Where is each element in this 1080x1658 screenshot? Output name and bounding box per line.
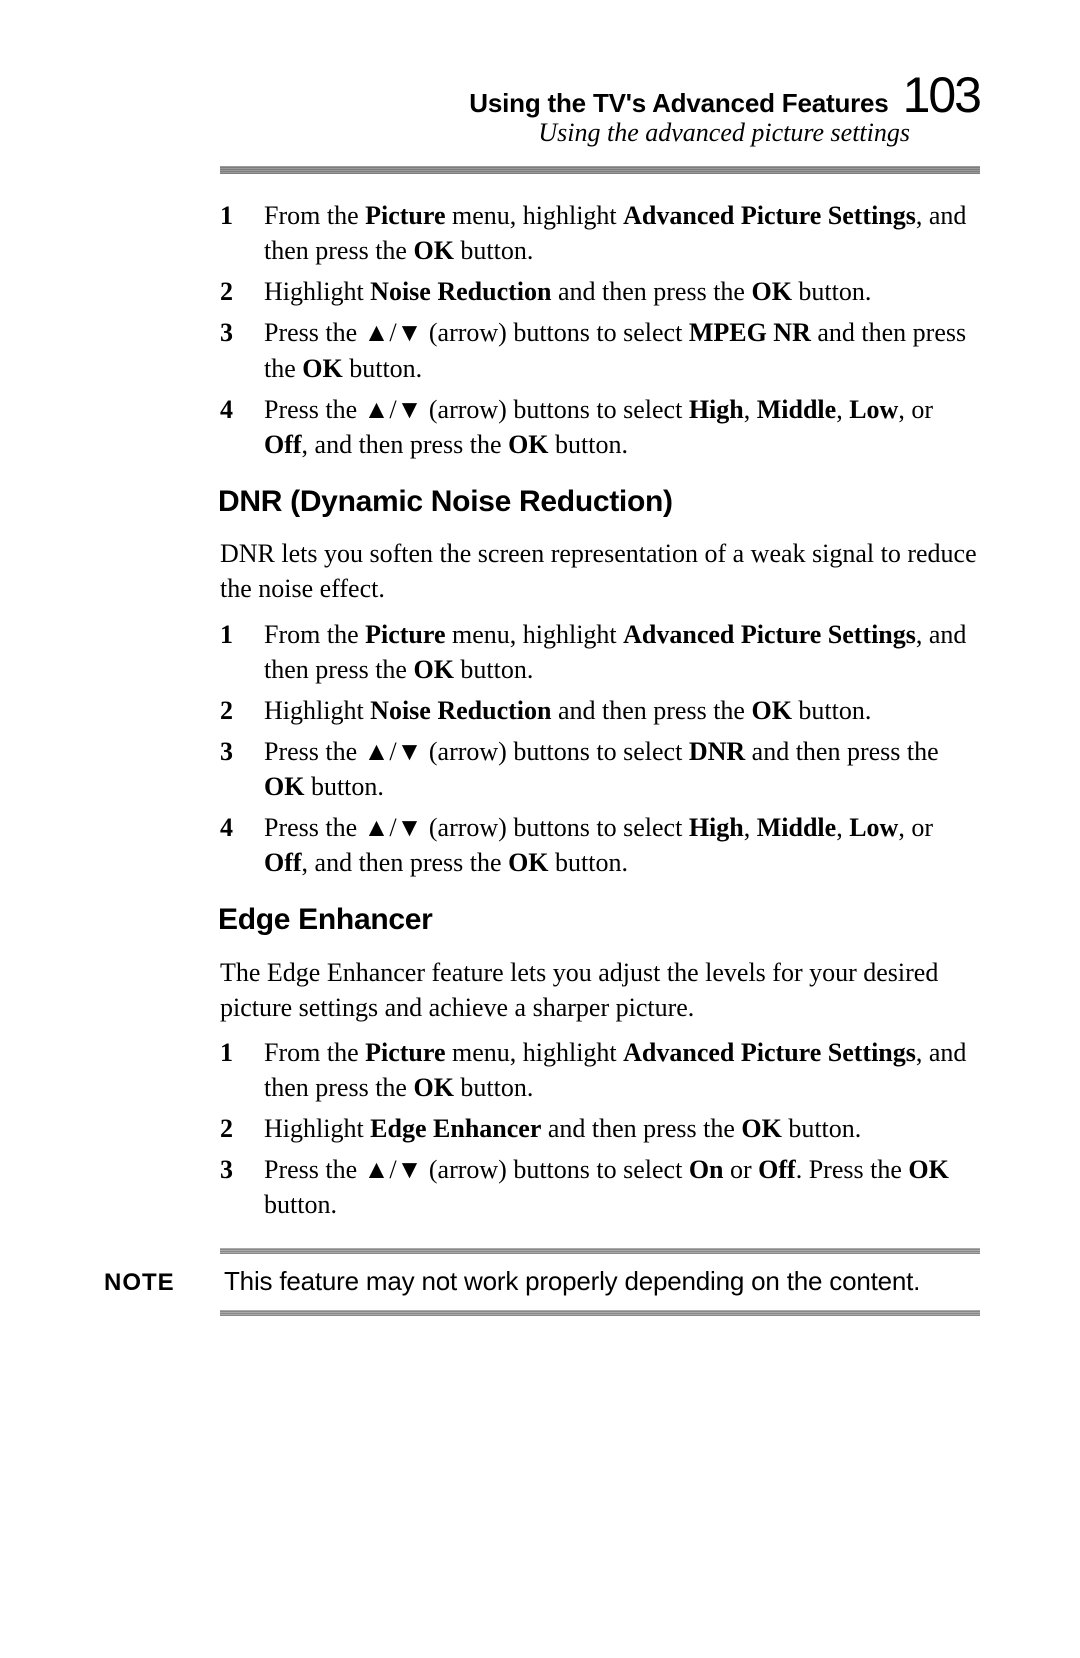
step-text: Press the ▲/▼ (arrow) buttons to select … [264, 810, 980, 880]
intro-dnr: DNR lets you soften the screen represent… [220, 536, 980, 606]
step-number: 1 [220, 198, 264, 268]
bold-term: Low [849, 395, 898, 424]
bold-term: OK [413, 236, 453, 265]
header-rule [220, 166, 980, 174]
bold-term: Picture [365, 1038, 445, 1067]
step-item: 3Press the ▲/▼ (arrow) buttons to select… [220, 734, 980, 804]
step-item: 1From the Picture menu, highlight Advanc… [220, 617, 980, 687]
bold-term: OK [751, 696, 791, 725]
step-number: 4 [220, 392, 264, 462]
step-number: 2 [220, 274, 264, 309]
step-text: Press the ▲/▼ (arrow) buttons to select … [264, 315, 980, 385]
step-item: 2Highlight Noise Reduction and then pres… [220, 693, 980, 728]
bold-term: Low [849, 813, 898, 842]
bold-term: Picture [365, 620, 445, 649]
step-number: 2 [220, 693, 264, 728]
step-item: 4Press the ▲/▼ (arrow) buttons to select… [220, 810, 980, 880]
header-top-row: Using the TV's Advanced Features 103 [220, 70, 980, 121]
step-text: Highlight Edge Enhancer and then press t… [264, 1111, 980, 1146]
bold-term: Off [264, 848, 302, 877]
up-down-arrow-icon: ▲/▼ [364, 395, 423, 424]
bold-term: OK [508, 848, 548, 877]
up-down-arrow-icon: ▲/▼ [364, 1155, 423, 1184]
steps-dnr: 1From the Picture menu, highlight Advanc… [220, 617, 980, 881]
bold-term: Off [758, 1155, 796, 1184]
step-item: 3Press the ▲/▼ (arrow) buttons to select… [220, 1152, 980, 1222]
bold-term: OK [751, 277, 791, 306]
step-text: Press the ▲/▼ (arrow) buttons to select … [264, 734, 980, 804]
note-row: NOTE This feature may not work properly … [100, 1254, 980, 1309]
bold-term: MPEG NR [689, 318, 811, 347]
bold-term: High [689, 395, 744, 424]
bold-term: Advanced Picture Settings [623, 1038, 916, 1067]
bold-term: OK [413, 655, 453, 684]
page-content: 1From the Picture menu, highlight Advanc… [220, 166, 980, 1316]
heading-dnr: DNR (Dynamic Noise Reduction) [218, 482, 980, 523]
section-subtitle: Using the advanced picture settings [220, 115, 910, 150]
step-number: 1 [220, 1035, 264, 1105]
bold-term: OK [908, 1155, 948, 1184]
bold-term: Noise Reduction [370, 696, 551, 725]
bold-term: Edge Enhancer [370, 1114, 541, 1143]
step-item: 2Highlight Edge Enhancer and then press … [220, 1111, 980, 1146]
step-item: 1From the Picture menu, highlight Advanc… [220, 1035, 980, 1105]
bold-term: Middle [757, 395, 836, 424]
step-item: 1From the Picture menu, highlight Advanc… [220, 198, 980, 268]
step-number: 4 [220, 810, 264, 880]
bold-term: Middle [757, 813, 836, 842]
bold-term: Advanced Picture Settings [623, 201, 916, 230]
bold-term: OK [413, 1073, 453, 1102]
up-down-arrow-icon: ▲/▼ [364, 318, 423, 347]
step-item: 2 Highlight Noise Reduction and then pre… [220, 274, 980, 309]
bold-term: Noise Reduction [370, 277, 551, 306]
bold-term: OK [508, 430, 548, 459]
step-text: Press the ▲/▼ (arrow) buttons to select … [264, 392, 980, 462]
note-rule-bottom [220, 1310, 980, 1316]
step-item: 4Press the ▲/▼ (arrow) buttons to select… [220, 392, 980, 462]
step-number: 3 [220, 1152, 264, 1222]
bold-term: OK [264, 772, 304, 801]
note-label: NOTE [100, 1267, 224, 1299]
page-number: 103 [903, 70, 980, 120]
bold-term: DNR [689, 737, 745, 766]
bold-term: OK [302, 354, 342, 383]
steps-mpeg-nr: 1From the Picture menu, highlight Advanc… [220, 198, 980, 462]
step-number: 2 [220, 1111, 264, 1146]
up-down-arrow-icon: ▲/▼ [364, 737, 423, 766]
bold-term: OK [741, 1114, 781, 1143]
bold-term: Off [264, 430, 302, 459]
step-text: Highlight Noise Reduction and then press… [264, 693, 980, 728]
steps-edge-enhancer: 1From the Picture menu, highlight Advanc… [220, 1035, 980, 1222]
bold-term: High [689, 813, 744, 842]
step-item: 3Press the ▲/▼ (arrow) buttons to select… [220, 315, 980, 385]
step-text: From the Picture menu, highlight Advance… [264, 198, 980, 268]
intro-edge-enhancer: The Edge Enhancer feature lets you adjus… [220, 955, 980, 1025]
step-text: Highlight Noise Reduction and then press… [264, 274, 980, 309]
heading-edge-enhancer: Edge Enhancer [218, 900, 980, 941]
step-text: Press the ▲/▼ (arrow) buttons to select … [264, 1152, 980, 1222]
bold-term: Picture [365, 201, 445, 230]
step-text: From the Picture menu, highlight Advance… [264, 1035, 980, 1105]
note-text: This feature may not work properly depen… [224, 1264, 980, 1299]
step-text: From the Picture menu, highlight Advance… [264, 617, 980, 687]
bold-term: Advanced Picture Settings [623, 620, 916, 649]
page-header: Using the TV's Advanced Features 103 Usi… [220, 70, 980, 150]
step-number: 3 [220, 315, 264, 385]
note-block: NOTE This feature may not work properly … [100, 1248, 980, 1315]
manual-page: Using the TV's Advanced Features 103 Usi… [0, 0, 1080, 1658]
bold-term: On [689, 1155, 724, 1184]
step-number: 3 [220, 734, 264, 804]
step-number: 1 [220, 617, 264, 687]
up-down-arrow-icon: ▲/▼ [364, 813, 423, 842]
